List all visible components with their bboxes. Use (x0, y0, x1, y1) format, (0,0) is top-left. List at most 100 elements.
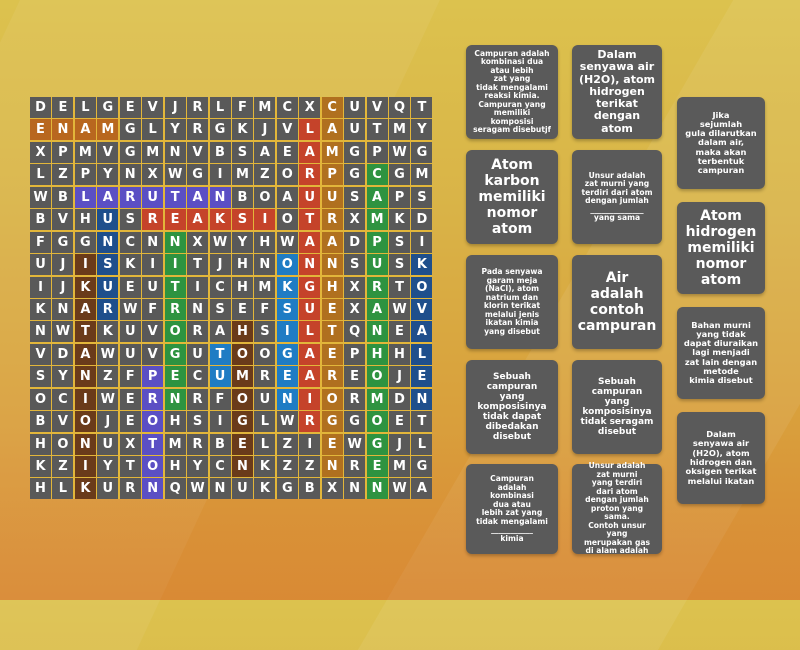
grid-cell[interactable]: E (276, 366, 298, 388)
grid-cell[interactable]: G (366, 433, 388, 455)
grid-cell[interactable]: D (52, 343, 74, 365)
grid-cell[interactable]: T (187, 254, 209, 276)
grid-cell[interactable]: C (52, 388, 74, 410)
grid-cell[interactable]: F (231, 97, 253, 118)
grid-cell[interactable]: K (30, 456, 51, 477)
grid-cell[interactable]: M (389, 456, 410, 477)
grid-cell[interactable]: W (97, 343, 119, 365)
grid-cell[interactable]: D (411, 209, 433, 231)
grid-cell[interactable]: V (97, 141, 119, 163)
grid-cell[interactable]: T (366, 119, 388, 141)
grid-cell[interactable]: R (187, 388, 209, 410)
grid-cell[interactable]: O (142, 456, 164, 477)
grid-cell[interactable]: K (74, 478, 96, 500)
grid-cell[interactable]: Y (52, 366, 74, 388)
grid-cell[interactable]: J (209, 254, 231, 276)
grid-cell[interactable]: N (74, 433, 96, 455)
grid-cell[interactable]: Z (52, 164, 74, 186)
grid-cell[interactable]: O (142, 411, 164, 433)
grid-cell[interactable]: T (119, 456, 141, 477)
clue-card[interactable]: Unsur adalah zat murni yang terdiri dari… (572, 150, 662, 244)
grid-cell[interactable]: R (344, 456, 366, 477)
grid-cell[interactable]: Z (276, 433, 298, 455)
grid-cell[interactable]: L (254, 433, 276, 455)
grid-cell[interactable]: A (209, 321, 231, 343)
grid-cell[interactable]: I (164, 254, 186, 276)
grid-cell[interactable]: X (30, 141, 51, 163)
grid-cell[interactable]: O (276, 164, 298, 186)
grid-cell[interactable]: N (30, 321, 51, 343)
grid-cell[interactable]: A (187, 186, 209, 208)
clue-card[interactable]: Dalam senyawa air (H2O), atom hidrogen t… (572, 45, 662, 139)
grid-cell[interactable]: W (344, 433, 366, 455)
grid-cell[interactable]: Y (231, 231, 253, 253)
grid-cell[interactable]: R (164, 298, 186, 320)
grid-cell[interactable]: V (276, 119, 298, 141)
grid-cell[interactable]: A (74, 298, 96, 320)
grid-cell[interactable]: F (254, 298, 276, 320)
grid-cell[interactable]: L (299, 321, 321, 343)
grid-cell[interactable]: M (164, 433, 186, 455)
grid-cell[interactable]: V (52, 209, 74, 231)
grid-cell[interactable]: W (52, 321, 74, 343)
grid-cell[interactable]: B (299, 478, 321, 500)
grid-cell[interactable]: I (276, 321, 298, 343)
grid-cell[interactable]: K (209, 209, 231, 231)
grid-cell[interactable]: O (366, 411, 388, 433)
clue-card[interactable]: Air adalah contoh campuran (572, 255, 662, 349)
grid-cell[interactable]: U (97, 276, 119, 298)
grid-cell[interactable]: U (254, 388, 276, 410)
grid-cell[interactable]: P (74, 164, 96, 186)
grid-cell[interactable]: S (389, 254, 410, 276)
grid-cell[interactable]: N (52, 119, 74, 141)
grid-cell[interactable]: K (389, 209, 410, 231)
grid-cell[interactable]: O (411, 276, 433, 298)
grid-cell[interactable]: I (411, 231, 433, 253)
grid-cell[interactable]: A (299, 366, 321, 388)
grid-cell[interactable]: X (321, 478, 343, 500)
grid-cell[interactable]: U (119, 321, 141, 343)
grid-cell[interactable]: T (142, 433, 164, 455)
grid-cell[interactable]: K (276, 276, 298, 298)
grid-cell[interactable]: E (321, 433, 343, 455)
clue-card[interactable]: Dalam senyawa air (H2O), atom hidrogen d… (677, 412, 765, 504)
grid-cell[interactable]: S (209, 298, 231, 320)
grid-cell[interactable]: S (344, 254, 366, 276)
grid-cell[interactable]: E (366, 456, 388, 477)
grid-cell[interactable]: O (254, 343, 276, 365)
grid-cell[interactable]: U (299, 186, 321, 208)
grid-cell[interactable]: R (119, 478, 141, 500)
grid-cell[interactable]: X (187, 231, 209, 253)
grid-cell[interactable]: G (231, 411, 253, 433)
grid-cell[interactable]: G (209, 119, 231, 141)
grid-cell[interactable]: S (119, 209, 141, 231)
grid-cell[interactable]: R (187, 119, 209, 141)
grid-cell[interactable]: R (299, 411, 321, 433)
grid-cell[interactable]: G (411, 141, 433, 163)
grid-cell[interactable]: N (231, 456, 253, 477)
grid-cell[interactable]: G (74, 231, 96, 253)
grid-cell[interactable]: L (74, 97, 96, 118)
grid-cell[interactable]: C (276, 97, 298, 118)
grid-cell[interactable]: U (344, 119, 366, 141)
grid-cell[interactable]: U (142, 186, 164, 208)
grid-cell[interactable]: N (411, 388, 433, 410)
grid-cell[interactable]: K (254, 478, 276, 500)
grid-cell[interactable]: U (366, 254, 388, 276)
grid-cell[interactable]: X (344, 298, 366, 320)
grid-cell[interactable]: O (30, 388, 51, 410)
grid-cell[interactable]: A (74, 343, 96, 365)
grid-cell[interactable]: P (321, 164, 343, 186)
grid-cell[interactable]: E (52, 97, 74, 118)
grid-cell[interactable]: E (164, 366, 186, 388)
grid-cell[interactable]: A (276, 186, 298, 208)
grid-cell[interactable]: N (164, 141, 186, 163)
grid-cell[interactable]: X (142, 164, 164, 186)
clue-card[interactable]: Unsur adalah zat murni yang terdiri dari… (572, 462, 662, 555)
grid-cell[interactable]: P (366, 231, 388, 253)
grid-cell[interactable]: E (231, 433, 253, 455)
grid-cell[interactable]: O (231, 343, 253, 365)
grid-cell[interactable]: A (299, 231, 321, 253)
grid-cell[interactable]: N (74, 366, 96, 388)
grid-cell[interactable]: G (119, 141, 141, 163)
